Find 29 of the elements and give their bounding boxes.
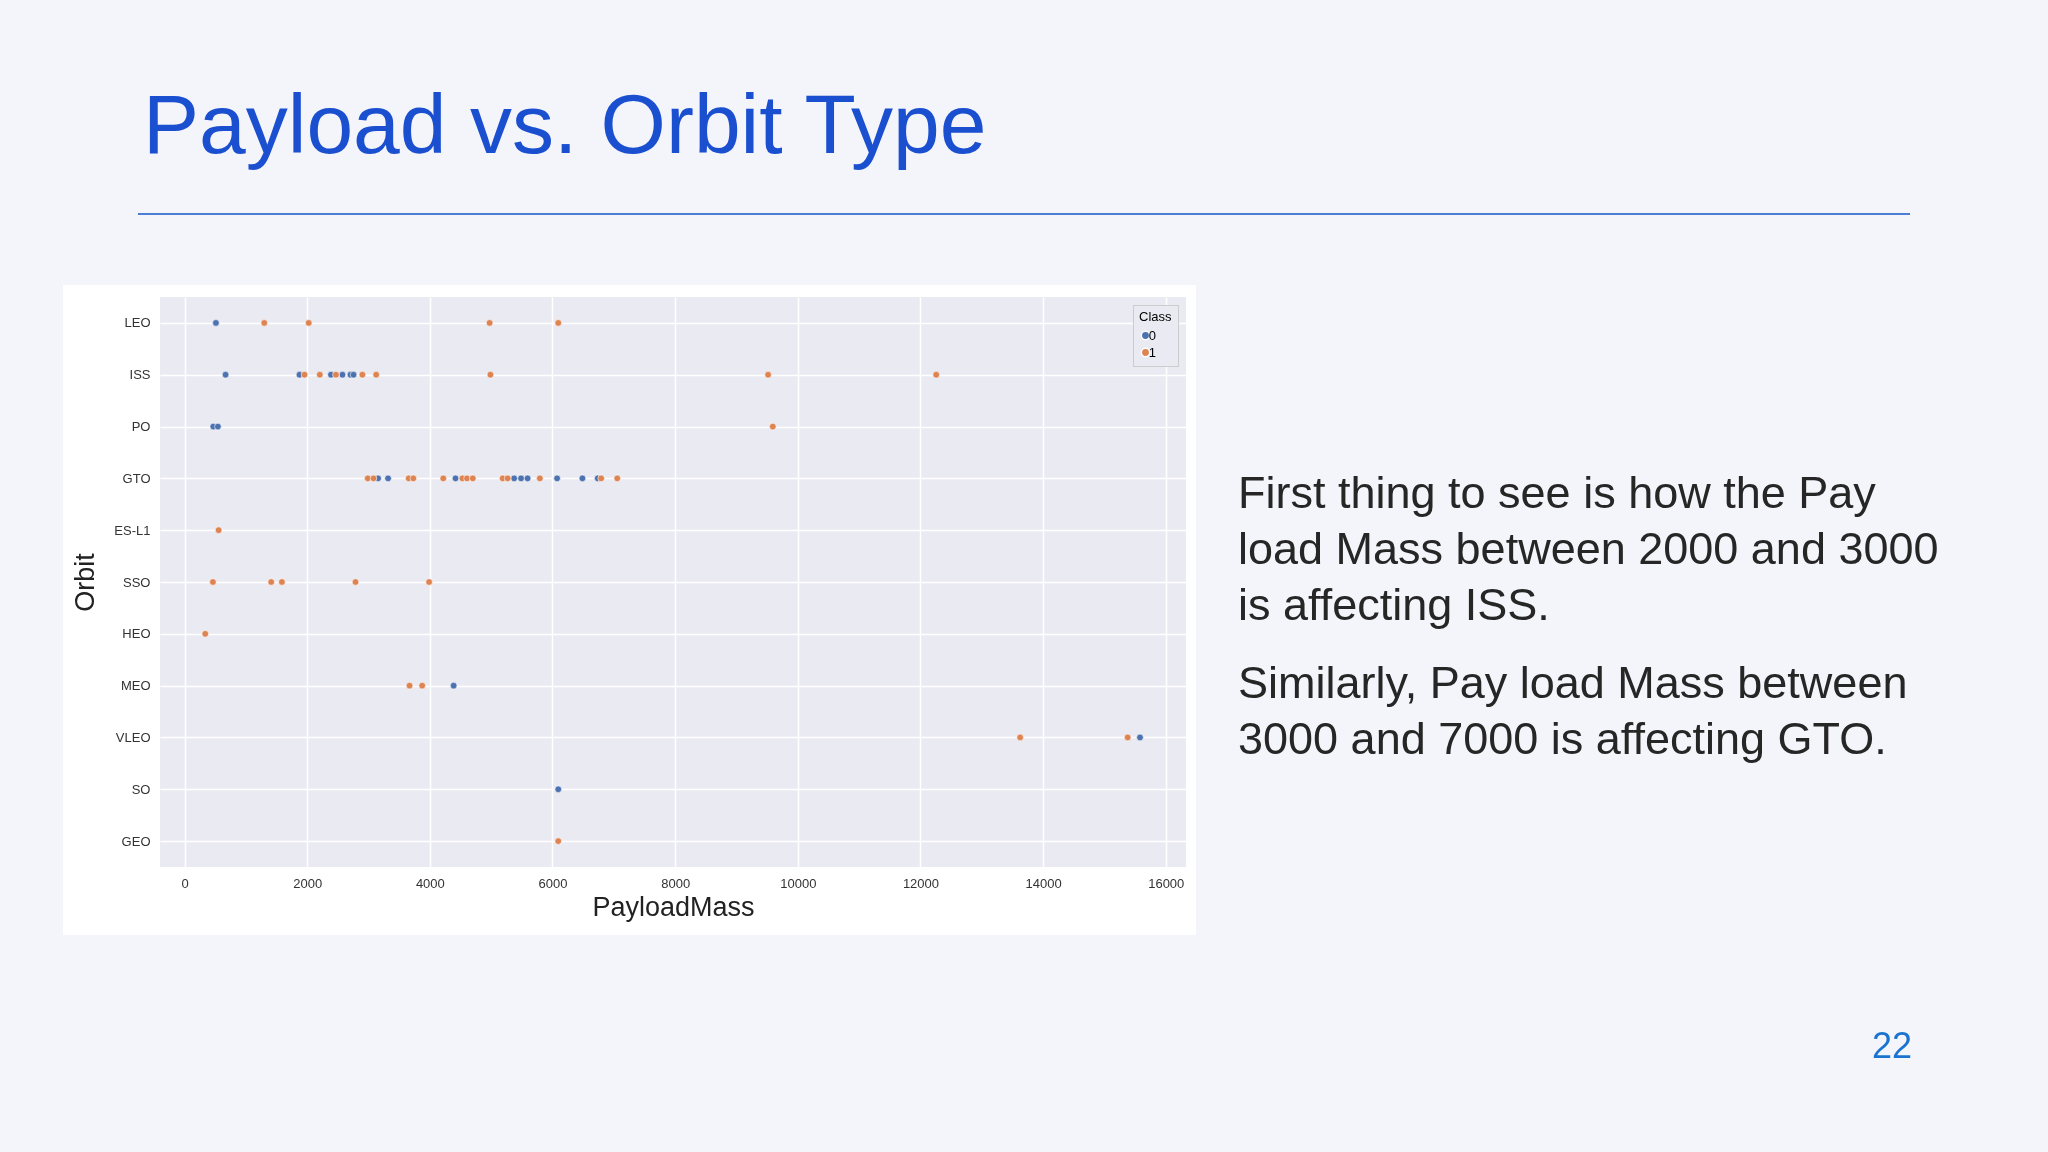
y-tick-label: GEO [121, 833, 151, 849]
legend-label: 0 [1148, 327, 1156, 343]
y-tick-label: ISS [129, 367, 151, 383]
chart-title: Payload vs. Orbit Type [143, 76, 987, 173]
x-tick-label: 8000 [661, 875, 691, 891]
x-tick-label: 16000 [1148, 875, 1185, 891]
y-tick-label: ES-L1 [114, 522, 151, 538]
y-tick-label: PO [131, 419, 151, 435]
x-tick-label: 6000 [538, 875, 568, 891]
text: Similarly, Pay load Mass between 3000 and 7000 is affecting GTO. [1238, 656, 1909, 766]
y-tick-label: SSO [123, 574, 151, 590]
x-tick-label: 12000 [902, 875, 940, 891]
x-axis-title: PayloadMass [592, 891, 755, 922]
legend-label: 1 [1148, 344, 1156, 360]
x-tick-label: 2000 [293, 875, 323, 891]
x-tick-label: 0 [181, 875, 189, 891]
y-tick-label: GTO [122, 470, 151, 486]
y-tick-label: HEO [122, 626, 151, 642]
text: 22 [1872, 1025, 1913, 1067]
x-tick-label: 14000 [1025, 875, 1062, 891]
y-tick-label: MEO [120, 678, 151, 694]
y-tick-label: VLEO [115, 729, 151, 745]
y-tick-label: SO [131, 781, 151, 797]
x-tick-label: 4000 [415, 875, 445, 891]
text: First thing to see is how the Pay load Mass between 2000 and 3000 is affecting ISS. [1238, 466, 1940, 632]
y-axis-title: Orbit [70, 552, 101, 612]
y-tick-label: LEO [124, 315, 151, 331]
legend-title: Class [1139, 309, 1173, 324]
x-tick-label: 10000 [780, 875, 817, 891]
